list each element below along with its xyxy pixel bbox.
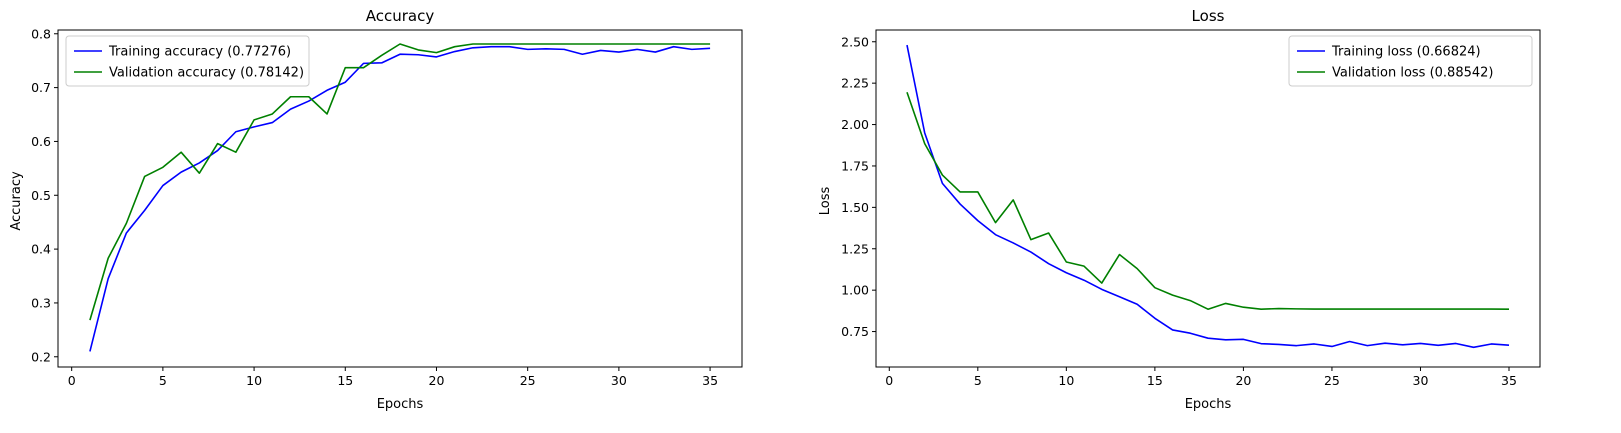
accuracy-y-tick-label: 0.5	[31, 188, 51, 203]
loss-x-tick-label: 15	[1147, 373, 1163, 388]
loss-x-tick-label: 25	[1324, 373, 1340, 388]
loss-chart-title: Loss	[1192, 7, 1225, 25]
accuracy-axes-frame	[57, 29, 743, 368]
accuracy-series-line-1	[89, 43, 711, 321]
accuracy-y-tick-label: 0.4	[31, 242, 51, 257]
accuracy-plot-area: 0 5 10 15 20 25 30 35 0.2 0.3 0.4 0.5 0.6 0.7 0.8	[31, 26, 743, 388]
loss-y-axis-label: Loss	[818, 187, 833, 216]
accuracy-x-tick-label: 25	[520, 373, 536, 388]
loss-y-tick-label: 1.00	[841, 283, 869, 298]
accuracy-x-tick-label: 10	[246, 373, 262, 388]
loss-legend-label-1: Validation loss (0.88542)	[1332, 66, 1493, 81]
loss-axes-frame	[875, 29, 1541, 368]
loss-series-line-0	[906, 44, 1510, 349]
accuracy-y-tick-label: 0.3	[31, 295, 51, 310]
loss-y-tick-label: 1.25	[841, 241, 869, 256]
loss-legend: Training loss (0.66824) Validation loss (…	[1288, 35, 1533, 87]
loss-legend-box	[1288, 35, 1533, 87]
loss-y-tick-label: 2.00	[841, 117, 869, 132]
accuracy-x-tick-label: 5	[159, 373, 167, 388]
accuracy-y-tick-label: 0.8	[31, 26, 51, 41]
accuracy-y-tick-label: 0.2	[31, 349, 51, 364]
accuracy-legend-label-1: Validation accuracy (0.78142)	[109, 66, 304, 81]
loss-y-tick-label: 1.75	[841, 158, 869, 173]
loss-plot-area: 0 5 10 15 20 25 30 35 0.75 1.00 1.25 1.50 1.75 2.00 2.…	[841, 29, 1541, 388]
loss-series-line-1	[906, 92, 1510, 311]
accuracy-legend: Training accuracy (0.77276) Validation ac…	[65, 35, 310, 87]
accuracy-x-tick-label: 15	[337, 373, 353, 388]
loss-x-tick-label: 20	[1235, 373, 1251, 388]
accuracy-legend-label-0: Training accuracy (0.77276)	[108, 45, 291, 60]
loss-y-tick-label: 2.50	[841, 34, 869, 49]
loss-y-tick-label: 2.25	[841, 76, 869, 91]
accuracy-x-tick-label: 0	[68, 373, 76, 388]
loss-x-tick-label: 5	[974, 373, 982, 388]
accuracy-x-tick-label: 35	[702, 373, 718, 388]
loss-x-tick-label: 30	[1413, 373, 1429, 388]
accuracy-y-tick-label: 0.7	[31, 80, 51, 95]
accuracy-chart-title: Accuracy	[366, 7, 435, 25]
accuracy-x-axis-label: Epochs	[377, 397, 424, 412]
loss-y-tick-label: 0.75	[841, 324, 869, 339]
loss-x-tick-label: 35	[1501, 373, 1517, 388]
loss-y-tick-label: 1.50	[841, 200, 869, 215]
accuracy-x-tick-label: 20	[429, 373, 445, 388]
accuracy-x-tick-label: 30	[611, 373, 627, 388]
accuracy-chart: Accuracy Epochs Accuracy 0 5 10 15 20 25 30 350…	[9, 7, 743, 412]
accuracy-legend-box	[65, 35, 310, 87]
loss-chart: Loss Epochs Loss 0 5 10 15 20 25 30 35 0.75 1.00 1…	[818, 7, 1541, 412]
loss-x-tick-label: 10	[1058, 373, 1074, 388]
accuracy-y-tick-label: 0.6	[31, 134, 51, 149]
loss-legend-label-0: Training loss (0.66824)	[1331, 45, 1481, 60]
accuracy-y-axis-label: Accuracy	[9, 171, 24, 231]
loss-x-tick-label: 0	[885, 373, 893, 388]
loss-x-axis-label: Epochs	[1185, 397, 1232, 412]
